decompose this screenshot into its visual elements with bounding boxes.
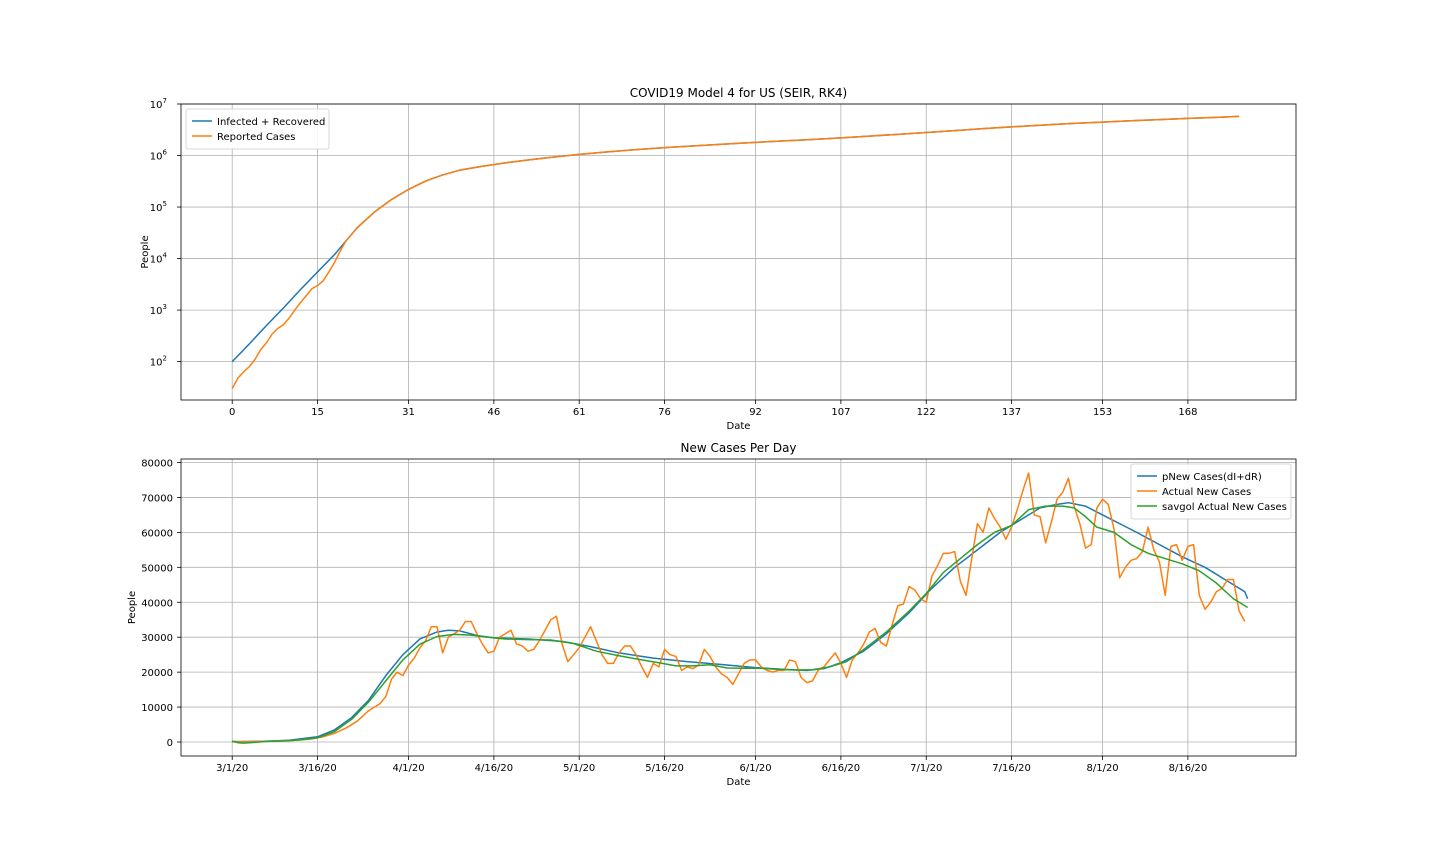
y-tick-label: 0 (167, 738, 173, 749)
series-line-1 (231, 115, 1240, 363)
chart-1: 0 15 31 46 61 76 92 107 122 137 153 168 102 103 104 105… (140, 86, 1297, 432)
x-tick-label: 107 (831, 407, 850, 418)
y-tick-label: 40000 (141, 598, 173, 609)
y-tick-label: 60000 (141, 528, 173, 539)
y-tick-label: 80000 (141, 458, 173, 469)
legend-label: pNew Cases(dI+dR) (1162, 472, 1262, 483)
y-tick-label: 102 (150, 355, 167, 369)
legend-box (1130, 463, 1292, 520)
x-tick-label: 5/1/20 (563, 763, 595, 774)
chart-2: 3/1/20 3/16/20 4/1/20 4/16/20 5/1/20 5/16/20 6… (127, 441, 1297, 788)
x-tick-label: 8/16/20 (1169, 763, 1208, 774)
y-axis-label: People (140, 235, 151, 268)
x-tick-label: 6/16/20 (822, 763, 861, 774)
x-tick-label: 61 (573, 407, 586, 418)
x-tick-label: 92 (749, 407, 762, 418)
x-axis-label: Date (727, 777, 751, 788)
x-axis-label: Date (727, 421, 751, 432)
x-tick-label: 8/1/20 (1086, 763, 1118, 774)
legend-box (185, 108, 330, 150)
x-tick-label: 137 (1002, 407, 1021, 418)
x-tick-label: 76 (658, 407, 671, 418)
x-tick-label: 4/16/20 (475, 763, 514, 774)
series-line-2 (231, 115, 1240, 389)
x-tick-label: 31 (402, 407, 415, 418)
legend: Infected + Recovered Reported Cases (185, 108, 330, 150)
y-tick-label: 10000 (141, 703, 173, 714)
x-tick-label: 15 (311, 407, 324, 418)
x-tick-label: 0 (229, 407, 235, 418)
x-tick-label: 5/16/20 (645, 763, 684, 774)
x-tick-label: 6/1/20 (739, 763, 771, 774)
legend-label: savgol Actual New Cases (1162, 502, 1287, 513)
chart-title: COVID19 Model 4 for US (SEIR, RK4) (630, 86, 847, 100)
legend: pNew Cases(dI+dR) Actual New Cases savgol … (1130, 463, 1292, 520)
series-line-2 (232, 472, 1246, 743)
legend-label: Reported Cases (217, 132, 296, 143)
x-tick-label: 3/1/20 (216, 763, 248, 774)
y-tick-label: 50000 (141, 563, 173, 574)
x-tick-label: 4/1/20 (392, 763, 424, 774)
plot-frame (180, 458, 1297, 757)
y-tick-label: 70000 (141, 493, 173, 504)
legend-label: Infected + Recovered (217, 117, 325, 128)
x-tick-label: 168 (1178, 407, 1197, 418)
x-tick-label: 7/16/20 (992, 763, 1031, 774)
y-tick-label: 103 (150, 303, 167, 317)
y-tick-label: 106 (150, 149, 168, 163)
x-tick-label: 3/16/20 (298, 763, 337, 774)
y-tick-label: 30000 (141, 633, 173, 644)
x-tick-label: 7/1/20 (910, 763, 942, 774)
series-line-3 (231, 505, 1249, 744)
y-axis-label: People (127, 591, 138, 624)
series-line-1 (232, 501, 1249, 743)
plot-frame (180, 103, 1297, 401)
x-tick-label: 46 (488, 407, 501, 418)
legend-label: Actual New Cases (1162, 487, 1251, 498)
x-tick-label: 122 (917, 407, 936, 418)
y-tick-label: 20000 (141, 668, 173, 679)
x-tick-label: 153 (1093, 407, 1112, 418)
chart-title: New Cases Per Day (680, 441, 796, 455)
y-tick-label: 104 (150, 252, 168, 266)
y-tick-label: 107 (150, 97, 167, 111)
y-tick-label: 105 (150, 200, 167, 214)
